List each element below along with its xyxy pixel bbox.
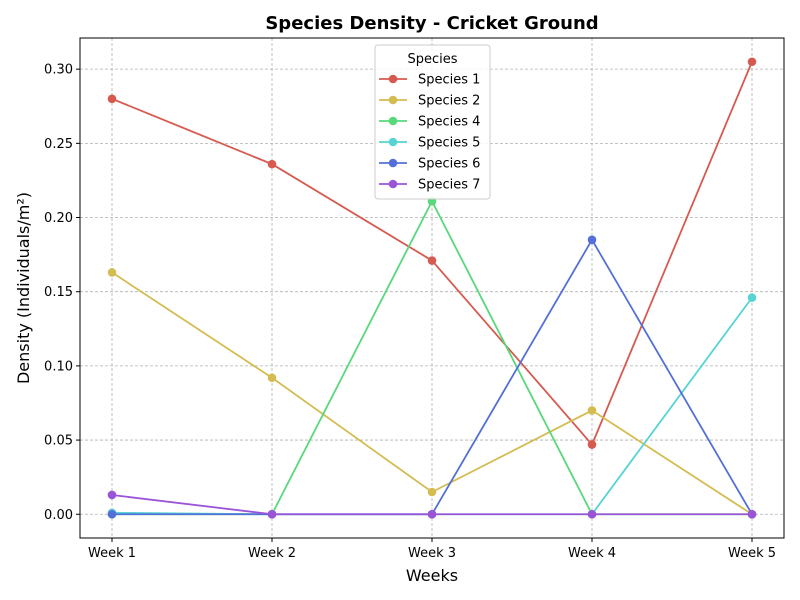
x-tick-label: Week 2 (248, 546, 296, 561)
legend-item-species-5: Species 5 (379, 136, 480, 151)
legend-marker (388, 74, 398, 84)
x-tick-label: Week 4 (568, 546, 616, 561)
data-point-species-7 (587, 509, 597, 519)
data-point-species-1 (747, 57, 757, 67)
y-tick-label: 0.30 (44, 63, 73, 78)
legend-title: Species (407, 52, 457, 67)
data-point-species-7 (747, 509, 757, 519)
legend-label: Species 4 (418, 115, 480, 130)
legend-marker (388, 179, 398, 189)
data-point-species-2 (107, 268, 117, 277)
y-axis-label: Density (Individuals/m²) (14, 192, 33, 384)
legend-marker (388, 95, 398, 105)
data-point-species-7 (107, 490, 117, 500)
data-point-species-1 (427, 256, 437, 265)
legend-box (374, 44, 491, 200)
data-point-species-1 (587, 440, 597, 449)
y-tick-label: 0.15 (44, 285, 73, 300)
data-point-species-2 (267, 373, 277, 383)
data-point-species-1 (267, 159, 277, 169)
data-point-species-2 (427, 487, 437, 497)
x-axis: Week 1 Week 2 Week 3 Week 4 Week 5 (88, 538, 776, 561)
legend-label: Species 7 (418, 178, 480, 193)
series-species-7 (107, 490, 757, 519)
data-point-species-6 (587, 235, 597, 245)
legend-marker (388, 137, 398, 147)
chart-title: Species Density - Cricket Ground (265, 13, 598, 34)
x-tick-label: Week 3 (408, 546, 456, 561)
series-species-1 (107, 57, 757, 449)
legend: Species Species 1 Species 2 Species 4 Specie… (374, 44, 491, 200)
legend-item-species-7: Species 7 (379, 178, 480, 193)
y-tick-label: 0.20 (44, 211, 73, 226)
x-tick-label: Week 1 (88, 546, 136, 561)
y-tick-label: 0.00 (44, 508, 73, 523)
data-point-species-5 (747, 293, 757, 302)
series-layer (107, 57, 757, 519)
legend-label: Species 5 (418, 136, 480, 151)
data-point-species-7 (427, 509, 437, 519)
legend-item-species-2: Species 2 (379, 94, 480, 109)
legend-label: Species 2 (418, 94, 480, 109)
legend-label: Species 1 (418, 73, 480, 88)
data-point-species-2 (587, 406, 597, 415)
data-point-species-1 (107, 94, 117, 104)
legend-item-species-4: Species 4 (379, 115, 480, 130)
legend-item-species-6: Species 6 (379, 157, 480, 172)
y-axis: 0.00 0.05 0.10 0.15 0.20 0.25 0.30 (44, 63, 80, 523)
y-tick-label: 0.10 (44, 359, 73, 374)
y-tick-label: 0.25 (44, 137, 73, 152)
legend-item-species-1: Species 1 (379, 73, 480, 88)
y-tick-label: 0.05 (44, 434, 73, 449)
series-species-6 (107, 235, 757, 519)
x-tick-label: Week 5 (728, 546, 776, 561)
data-point-species-7 (267, 509, 277, 519)
legend-marker (388, 158, 398, 168)
x-axis-label: Weeks (406, 566, 458, 585)
legend-marker (388, 116, 398, 126)
legend-label: Species 6 (418, 157, 480, 172)
data-point-species-6 (107, 509, 117, 519)
